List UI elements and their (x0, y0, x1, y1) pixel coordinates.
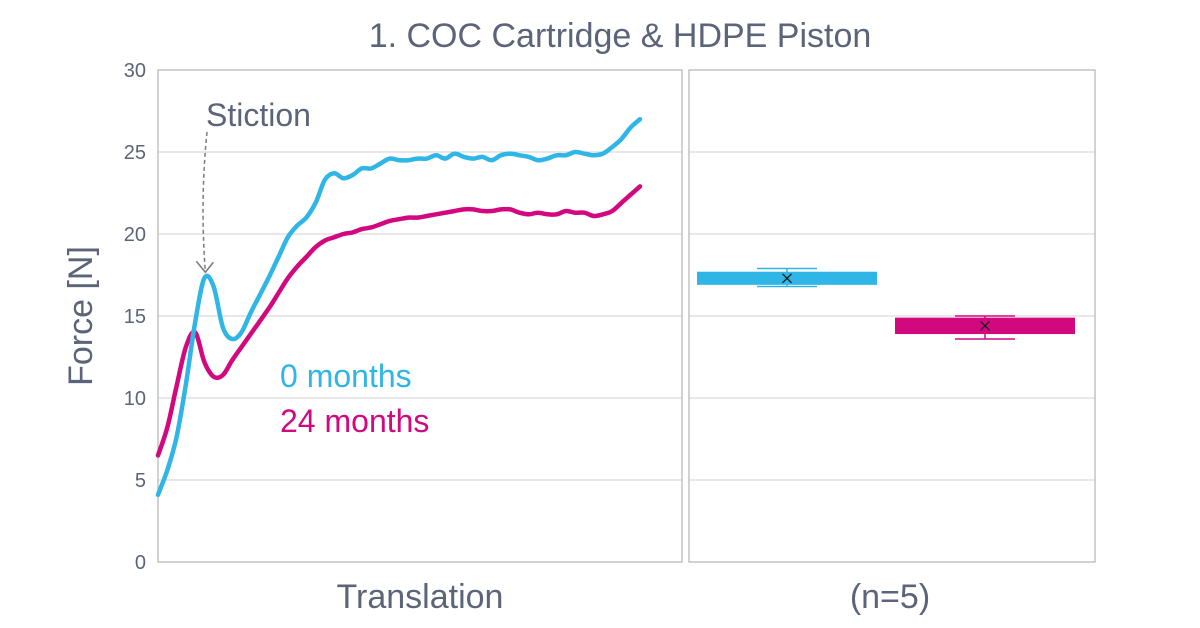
y-tick-label: 15 (124, 306, 146, 328)
x-axis-label-n: (n=5) (850, 578, 930, 616)
y-tick-label: 0 (135, 552, 146, 574)
series-line-1 (155, 184, 643, 458)
legend: 0 months 24 months (280, 358, 429, 439)
legend-entry-1: 24 months (280, 403, 429, 439)
panel-frame-lines (157, 69, 683, 563)
y-tick-label: 20 (124, 224, 146, 246)
box-0 (697, 267, 877, 288)
line-series (155, 116, 643, 498)
y-tick-label: 25 (124, 142, 146, 164)
y-axis-label: Force [N] (62, 246, 100, 386)
y-tick-label: 10 (124, 388, 146, 410)
panel-frames (157, 69, 1096, 563)
y-axis: 0 5 10 15 20 25 30 (124, 60, 146, 574)
stiction-annotation: Stiction (195, 97, 311, 274)
stiction-label: Stiction (206, 97, 311, 133)
series-line-0 (155, 116, 643, 498)
box-mean-marker (782, 273, 792, 284)
chart-title: 1. COC Cartridge & HDPE Piston (369, 17, 872, 55)
legend-entry-0: 0 months (280, 358, 412, 394)
y-tick-label: 5 (135, 470, 146, 492)
box-plots (697, 267, 1075, 340)
stiction-arrow (202, 131, 208, 273)
panel-frame-boxes (688, 69, 1096, 563)
box-mean-marker (980, 320, 990, 331)
x-axis-label-translation: Translation (337, 578, 504, 616)
stiction-arrowhead (195, 260, 214, 274)
box-1 (895, 315, 1075, 340)
y-tick-label: 30 (124, 60, 146, 82)
